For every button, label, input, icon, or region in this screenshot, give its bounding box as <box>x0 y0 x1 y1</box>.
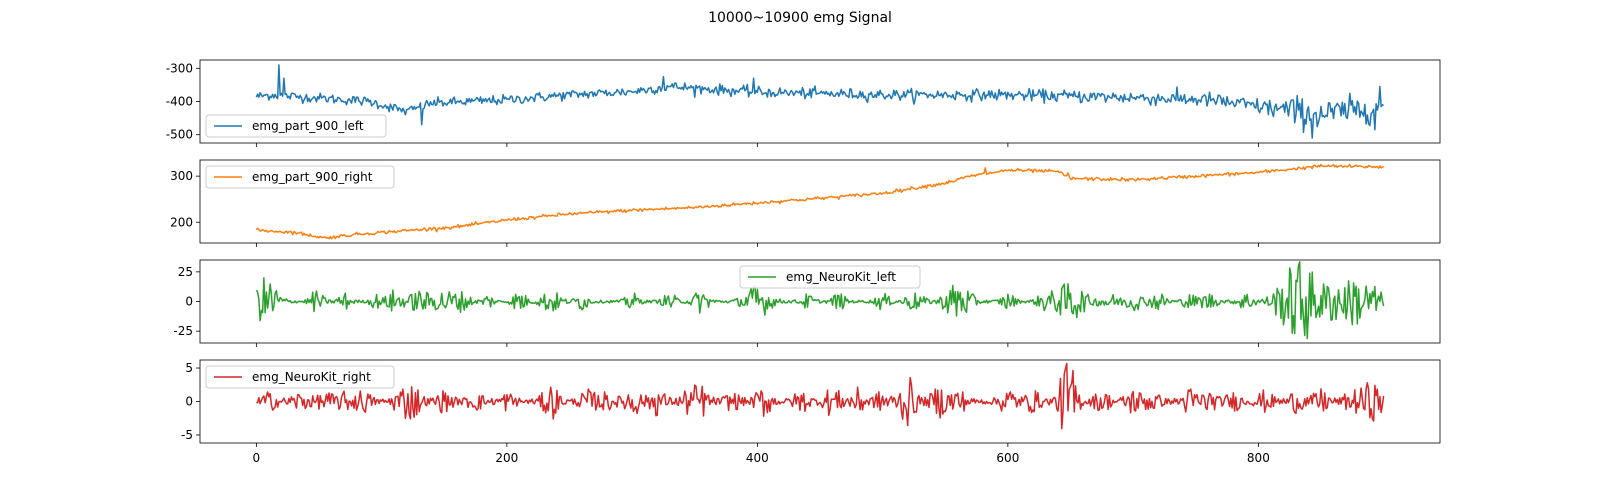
y-tick-label: -300 <box>166 61 193 75</box>
legend-box <box>205 165 395 189</box>
subplot-2: 200 300 emg_part_900_right <box>170 159 1441 247</box>
x-tick-label: 400 <box>746 451 769 465</box>
y-tick-label: -5 <box>181 428 193 442</box>
y-tick-label: -25 <box>173 324 193 338</box>
y-tick-label: 200 <box>170 215 193 229</box>
legend: emg_part_900_left <box>205 114 387 138</box>
series-line-emg_part_900_right <box>255 163 1384 240</box>
y-tick-label: 0 <box>185 295 193 309</box>
legend-box <box>205 365 395 389</box>
y-tick-label: 25 <box>178 265 193 279</box>
y-tick-label: 300 <box>170 169 193 183</box>
y-tick-label: 0 <box>185 395 193 409</box>
legend-label: emg_NeuroKit_left <box>786 270 896 284</box>
x-tick-label: 200 <box>495 451 518 465</box>
y-tick-label: -400 <box>166 95 193 109</box>
legend-box <box>205 114 387 138</box>
legend-label: emg_NeuroKit_right <box>252 370 371 384</box>
figure-title: 10000~10900 emg Signal <box>708 10 892 26</box>
x-tick-label: 0 <box>253 451 261 465</box>
legend-box <box>739 265 921 289</box>
x-tick-label: 800 <box>1247 451 1270 465</box>
subplot-3: 25 0 -25 emg_NeuroKit_left <box>173 259 1441 347</box>
legend-label: emg_part_900_left <box>252 119 364 133</box>
series-line-emg_NeuroKit_right <box>256 362 1385 430</box>
axes-frame <box>199 159 1441 244</box>
legend: emg_part_900_right <box>205 165 395 189</box>
y-tick-label: 5 <box>185 361 193 375</box>
x-tick-label: 600 <box>996 451 1019 465</box>
legend: emg_NeuroKit_left <box>739 265 921 289</box>
y-tick-label: -500 <box>166 128 193 142</box>
legend: emg_NeuroKit_right <box>205 365 395 389</box>
series-line-emg_part_900_left <box>255 64 1384 139</box>
legend-label: emg_part_900_right <box>252 170 373 184</box>
series-line-emg_NeuroKit_left <box>255 260 1385 340</box>
subplot-4: 5 0 -5 0 200 400 600 800 emg_NeuroKit_right <box>181 359 1441 465</box>
subplot-1: -300 -400 -500 emg_part_900_left <box>166 59 1441 147</box>
